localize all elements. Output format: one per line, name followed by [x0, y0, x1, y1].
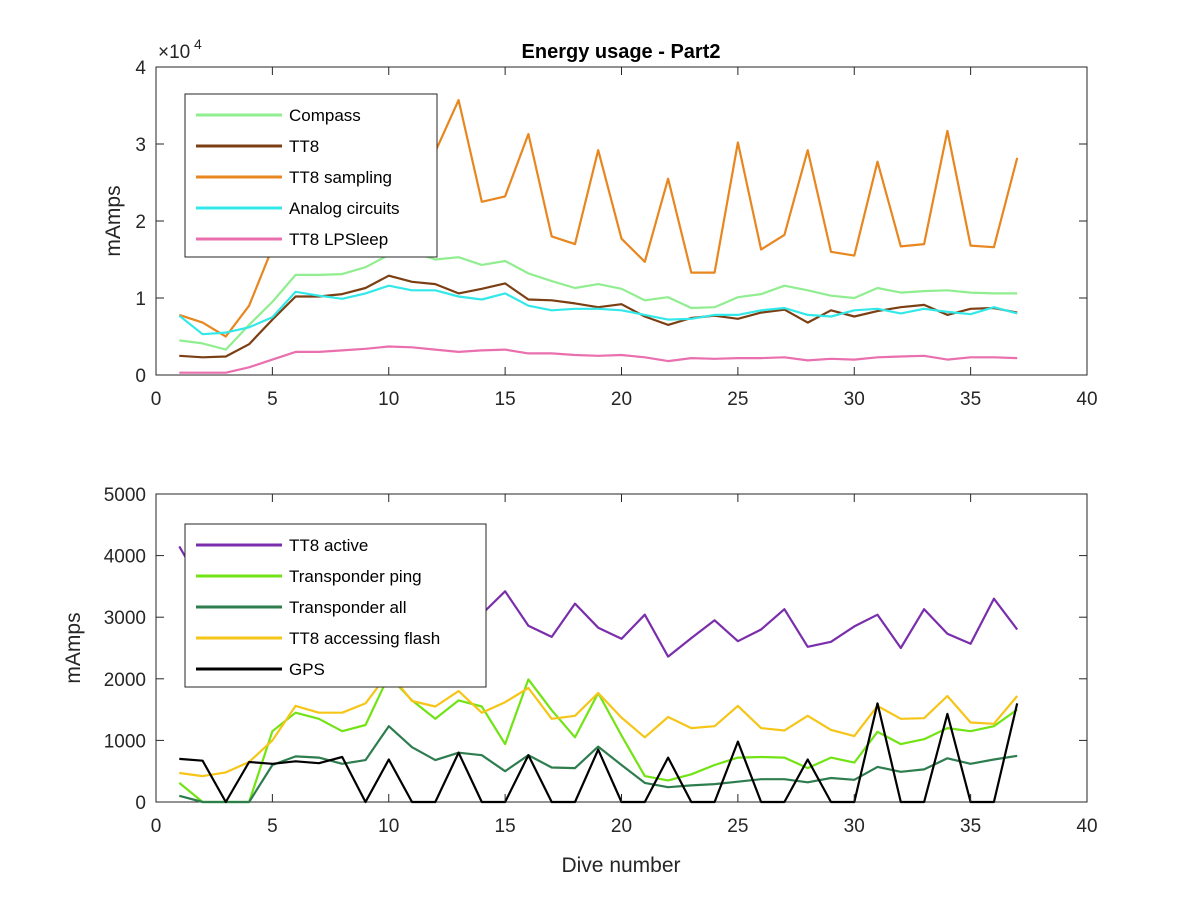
bottom-legend-label-4: GPS — [289, 660, 325, 679]
top-x-tick-label: 0 — [151, 389, 162, 410]
chart-title: Energy usage - Part2 — [522, 41, 721, 63]
top-y-tick-label: 4 — [135, 58, 146, 79]
top-x-tick-label: 35 — [960, 389, 981, 410]
bottom-legend-label-3: TT8 accessing flash — [289, 629, 440, 648]
y-exponent-label: ×10 4 — [158, 36, 202, 63]
top-legend: Compass TT8 TT8 sampling Analog circuits TT8… — [184, 93, 438, 258]
top-x-tick-label: 30 — [844, 389, 865, 410]
top-legend-label-4: TT8 LPSleep — [289, 230, 388, 249]
bottom-legend-label-2: Transponder all — [289, 598, 407, 617]
bottom-y-tick-label: 4000 — [104, 547, 146, 568]
bottom-y-axis-label: mAmps — [62, 612, 85, 683]
top-y-axis-label: mAmps — [102, 185, 125, 256]
top-x-tick-label: 15 — [495, 389, 516, 410]
top-y-tick-label: 1 — [135, 289, 146, 310]
top-subplot: 0 5 10 15 20 25 30 35 40 0 1 2 3 4 Energy usage - Pa… — [102, 36, 1098, 410]
bottom-x-tick-label: 5 — [267, 816, 278, 837]
bottom-x-tick-label: 40 — [1076, 816, 1097, 837]
top-y-tick-label: 2 — [135, 212, 146, 233]
bottom-x-tick-label: 30 — [844, 816, 865, 837]
top-legend-label-1: TT8 — [289, 137, 319, 156]
bottom-x-ticks: 0 5 10 15 20 25 30 35 40 — [151, 494, 1098, 837]
top-y-tick-label: 0 — [135, 366, 146, 387]
y-exponent-power: 4 — [194, 36, 202, 52]
bottom-x-tick-label: 0 — [151, 816, 162, 837]
bottom-y-ticks: 0 1000 2000 3000 4000 5000 — [104, 485, 1087, 814]
top-legend-label-3: Analog circuits — [289, 199, 400, 218]
bottom-x-tick-label: 20 — [611, 816, 632, 837]
top-x-tick-label: 5 — [267, 389, 278, 410]
top-x-ticks: 0 5 10 15 20 25 30 35 40 — [151, 67, 1098, 410]
bottom-x-axis-label: Dive number — [561, 854, 680, 877]
top-x-tick-label: 10 — [378, 389, 399, 410]
top-x-tick-label: 25 — [727, 389, 748, 410]
bottom-y-tick-label: 2000 — [104, 670, 146, 691]
bottom-legend: TT8 active Transponder ping Transponder al… — [184, 523, 487, 688]
top-series-line-0 — [179, 250, 1018, 351]
y-exponent-base: ×10 — [158, 42, 190, 63]
bottom-subplot: 0 5 10 15 20 25 30 35 40 0 1000 2000 3000 4000 5000 D… — [62, 485, 1098, 877]
bottom-y-tick-label: 1000 — [104, 731, 146, 752]
top-legend-label-2: TT8 sampling — [289, 168, 392, 187]
top-x-tick-label: 20 — [611, 389, 632, 410]
bottom-x-tick-label: 15 — [495, 816, 516, 837]
top-series-line-4 — [179, 345, 1018, 374]
top-y-ticks: 0 1 2 3 4 — [135, 58, 1087, 387]
bottom-legend-label-0: TT8 active — [289, 536, 368, 555]
top-series-line-3 — [178, 284, 1018, 336]
bottom-x-tick-label: 35 — [960, 816, 981, 837]
bottom-series-line-4 — [179, 702, 1019, 804]
bottom-y-tick-label: 5000 — [104, 485, 146, 506]
bottom-series-line-2 — [179, 725, 1018, 804]
bottom-x-tick-label: 10 — [378, 816, 399, 837]
bottom-y-tick-label: 0 — [135, 793, 146, 814]
top-legend-label-0: Compass — [289, 106, 361, 125]
bottom-x-tick-label: 25 — [727, 816, 748, 837]
top-y-tick-label: 3 — [135, 135, 146, 156]
bottom-y-tick-label: 3000 — [104, 608, 146, 629]
top-x-tick-label: 40 — [1076, 389, 1097, 410]
bottom-legend-label-1: Transponder ping — [289, 567, 422, 586]
